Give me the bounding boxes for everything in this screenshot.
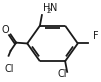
Text: Cl: Cl <box>5 64 14 74</box>
Text: N: N <box>50 3 57 13</box>
Text: 2: 2 <box>46 8 51 14</box>
Text: H: H <box>43 3 51 13</box>
Text: O: O <box>2 25 9 35</box>
Text: Cl: Cl <box>57 69 67 79</box>
Text: F: F <box>93 31 98 41</box>
